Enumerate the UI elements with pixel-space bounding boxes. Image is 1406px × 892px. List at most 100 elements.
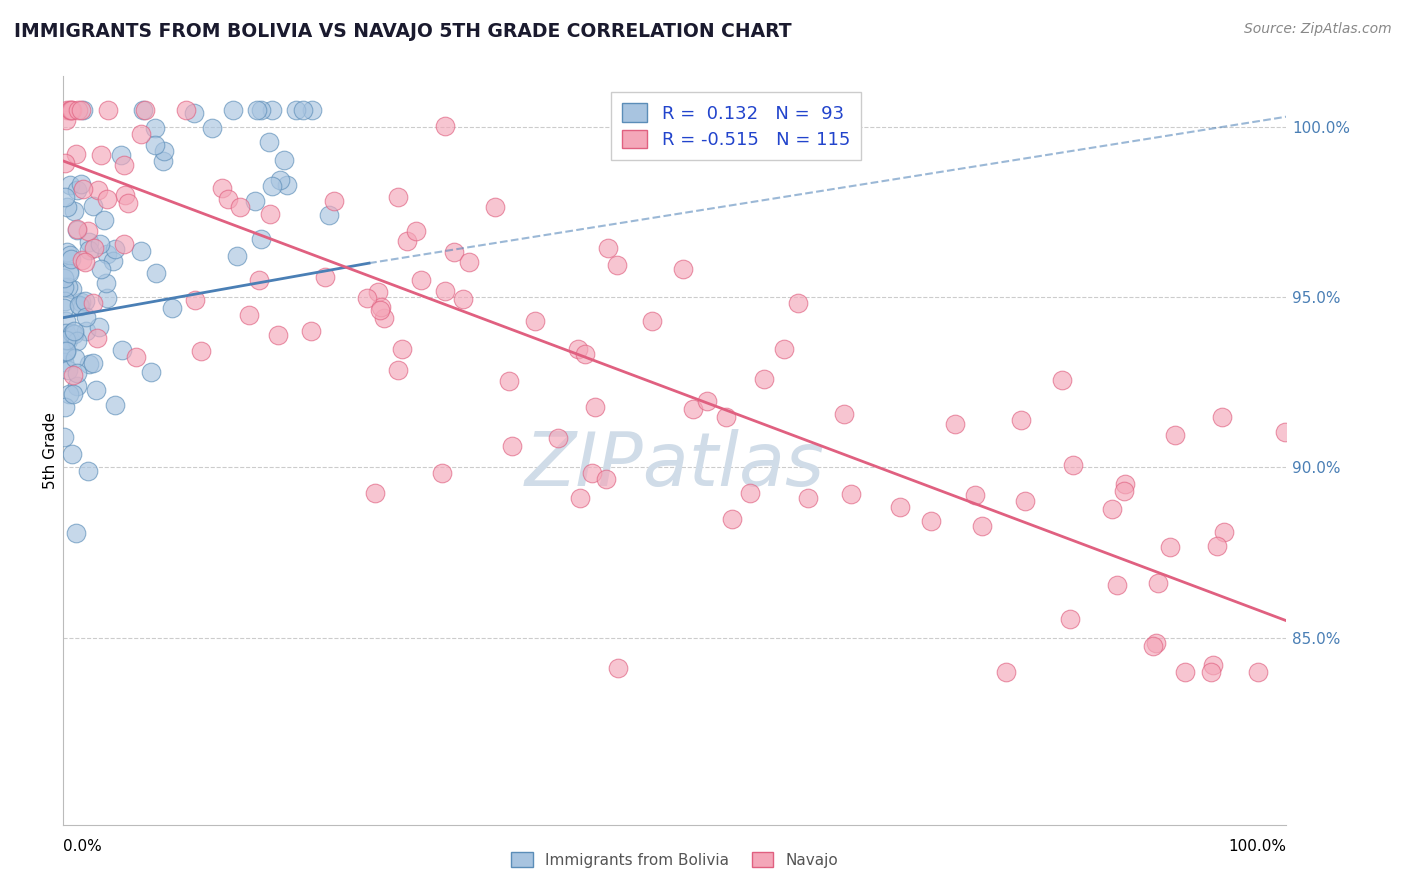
Point xyxy=(364,485,387,500)
Point xyxy=(301,103,323,117)
Point xyxy=(267,327,290,342)
Point xyxy=(66,103,89,117)
Point xyxy=(55,333,77,347)
Point xyxy=(430,466,453,480)
Point xyxy=(53,355,76,369)
Point xyxy=(96,277,118,291)
Point xyxy=(396,234,419,248)
Point xyxy=(104,398,127,412)
Point xyxy=(55,244,77,259)
Point xyxy=(387,363,409,377)
Point xyxy=(58,264,80,278)
Point xyxy=(58,386,80,401)
Point xyxy=(285,103,308,117)
Point xyxy=(83,241,105,255)
Point xyxy=(65,146,87,161)
Legend: Immigrants from Bolivia, Navajo: Immigrants from Bolivia, Navajo xyxy=(505,846,845,873)
Point xyxy=(55,112,77,127)
Point xyxy=(434,119,457,133)
Point xyxy=(787,295,810,310)
Point xyxy=(598,242,620,256)
Point xyxy=(76,464,98,478)
Point xyxy=(405,224,427,238)
Point xyxy=(114,187,136,202)
Point xyxy=(55,344,77,359)
Point xyxy=(75,294,97,309)
Point xyxy=(59,248,82,262)
Point xyxy=(183,105,205,120)
Point xyxy=(145,266,167,280)
Point xyxy=(129,244,152,258)
Point xyxy=(995,665,1018,679)
Point xyxy=(53,301,76,315)
Point xyxy=(443,245,465,260)
Point xyxy=(62,387,84,401)
Text: 100.0%: 100.0% xyxy=(1229,838,1286,854)
Point xyxy=(60,282,83,296)
Point xyxy=(754,372,776,386)
Point xyxy=(1062,458,1084,472)
Point xyxy=(1014,493,1036,508)
Point xyxy=(945,417,967,431)
Point xyxy=(299,324,322,338)
Point xyxy=(1112,483,1135,498)
Point xyxy=(583,400,606,414)
Point xyxy=(249,273,271,287)
Point xyxy=(211,180,233,194)
Point xyxy=(367,285,389,300)
Point xyxy=(101,253,124,268)
Point xyxy=(1211,409,1233,424)
Point xyxy=(70,177,93,191)
Point xyxy=(96,192,118,206)
Point xyxy=(62,368,84,382)
Point xyxy=(82,199,104,213)
Point xyxy=(60,103,83,117)
Point xyxy=(103,242,125,256)
Point xyxy=(60,326,83,340)
Point xyxy=(56,363,79,377)
Point xyxy=(110,148,132,162)
Point xyxy=(160,301,183,316)
Point xyxy=(498,375,520,389)
Point xyxy=(141,365,163,379)
Point xyxy=(72,182,94,196)
Point xyxy=(58,266,80,280)
Point xyxy=(772,342,794,356)
Point xyxy=(53,155,76,169)
Point xyxy=(112,158,135,172)
Point xyxy=(356,291,378,305)
Point xyxy=(1010,412,1032,426)
Point xyxy=(129,128,152,142)
Point xyxy=(67,298,90,312)
Point xyxy=(152,154,174,169)
Point xyxy=(1247,665,1270,679)
Point xyxy=(66,222,89,236)
Point xyxy=(58,333,80,347)
Point xyxy=(595,472,617,486)
Point xyxy=(574,347,596,361)
Point xyxy=(55,314,77,328)
Point xyxy=(1164,427,1187,442)
Point xyxy=(143,138,166,153)
Point xyxy=(63,327,86,342)
Point xyxy=(841,487,863,501)
Point xyxy=(63,324,86,338)
Point xyxy=(55,326,77,341)
Point xyxy=(716,410,738,425)
Point xyxy=(451,292,474,306)
Point xyxy=(1107,578,1129,592)
Point xyxy=(972,519,994,533)
Point xyxy=(117,196,139,211)
Point xyxy=(314,269,336,284)
Point xyxy=(75,310,97,325)
Point xyxy=(1144,636,1167,650)
Point xyxy=(96,291,118,305)
Point xyxy=(1206,539,1229,553)
Point xyxy=(501,439,523,453)
Point xyxy=(1174,665,1197,679)
Point xyxy=(245,194,267,209)
Point xyxy=(246,103,269,117)
Point xyxy=(111,343,134,358)
Point xyxy=(66,334,89,348)
Point xyxy=(269,173,291,187)
